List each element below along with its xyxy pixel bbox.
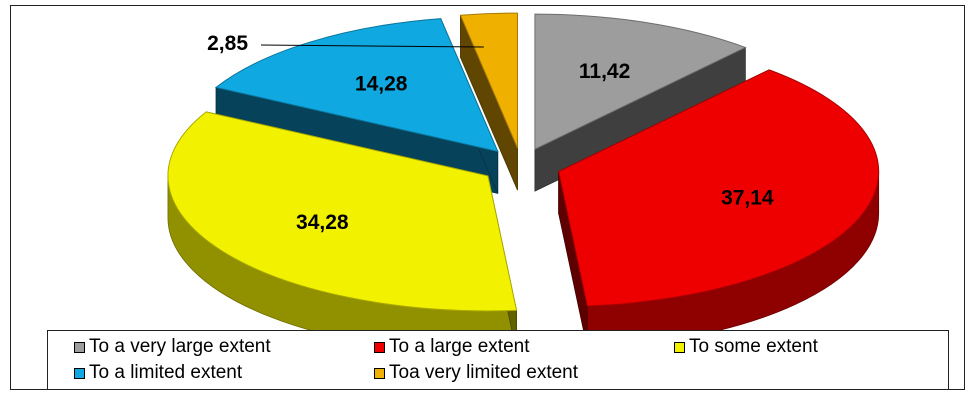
pie-slice-top bbox=[214, 18, 499, 153]
slice-label: 34,28 bbox=[296, 211, 349, 234]
legend-swatch bbox=[374, 341, 385, 353]
legend-item-very-limited: Toa very limited extent bbox=[374, 362, 578, 384]
pie-chart: 11,42 37,14 34,28 14,28 2,85 bbox=[167, 12, 880, 331]
legend-label: To a very large extent bbox=[89, 336, 271, 357]
legend: To a very large extent To a large extent… bbox=[47, 330, 949, 390]
legend-label: To some extent bbox=[689, 336, 818, 357]
legend-item-some: To some extent bbox=[674, 336, 818, 358]
legend-item-very-large: To a very large extent bbox=[74, 336, 271, 358]
leader-line bbox=[260, 44, 484, 48]
chart-frame: 11,42 37,14 34,28 14,28 2,85 To a very large… bbox=[10, 5, 965, 390]
pie-slice-top bbox=[558, 69, 880, 307]
legend-label: Toa very limited extent bbox=[389, 362, 579, 383]
pie-top-layer: 11,42 37,14 34,28 14,28 2,85 bbox=[167, 12, 880, 312]
pie-slice-top bbox=[167, 111, 518, 312]
pie-slice-top bbox=[534, 13, 747, 150]
legend-swatch bbox=[74, 367, 85, 379]
legend-label: To a limited extent bbox=[89, 362, 243, 383]
legend-item-limited: To a limited extent bbox=[74, 362, 242, 384]
slice-label: 37,14 bbox=[721, 186, 774, 209]
slice-label: 11,42 bbox=[579, 60, 630, 83]
slice-label: 2,85 bbox=[207, 32, 248, 55]
legend-item-large: To a large extent bbox=[374, 336, 529, 358]
legend-swatch bbox=[74, 341, 85, 353]
legend-swatch bbox=[374, 367, 385, 379]
legend-swatch bbox=[674, 341, 685, 353]
legend-label: To a large extent bbox=[389, 336, 530, 357]
slice-label: 14,28 bbox=[355, 73, 408, 96]
